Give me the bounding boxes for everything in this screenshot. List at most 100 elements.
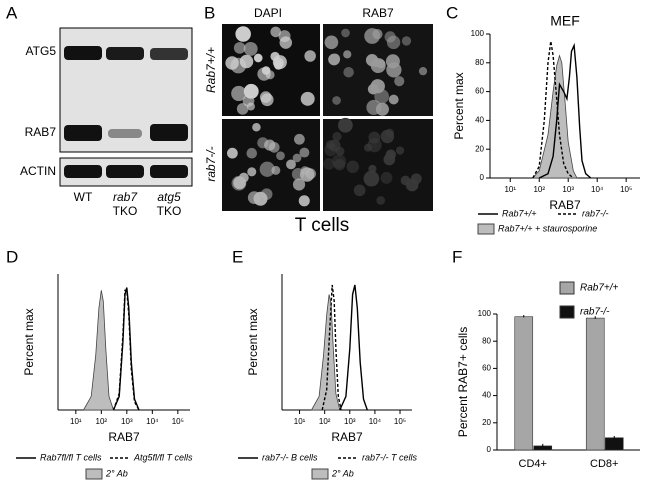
legend-label: rab7-/- T cells xyxy=(362,452,418,462)
cell xyxy=(410,173,422,185)
cell xyxy=(332,154,347,169)
bar xyxy=(604,437,624,451)
y-tick-label: 20 xyxy=(475,144,484,153)
caption: T cells xyxy=(295,215,350,236)
x-tick-label: 10² xyxy=(96,417,108,426)
histogram-area xyxy=(310,294,341,411)
cell xyxy=(270,26,281,38)
lane-label: TKO xyxy=(113,204,138,218)
cell xyxy=(346,160,360,174)
cell xyxy=(304,50,316,62)
y-tick-label: 80 xyxy=(482,336,491,345)
cell xyxy=(353,184,366,197)
x-tick-label: CD8+ xyxy=(590,458,618,470)
panel-letter: E xyxy=(232,247,243,266)
cell xyxy=(233,42,246,54)
cell xyxy=(343,50,352,59)
cell xyxy=(383,153,396,166)
cell xyxy=(274,60,283,70)
x-tick-label: 10³ xyxy=(121,417,133,426)
cell xyxy=(305,168,317,180)
cell xyxy=(328,53,340,66)
bar xyxy=(514,316,534,451)
cell xyxy=(231,85,247,102)
cell xyxy=(388,94,399,105)
band xyxy=(150,165,188,178)
cell xyxy=(246,147,258,159)
band xyxy=(150,48,188,60)
band xyxy=(64,125,102,141)
cell xyxy=(259,161,275,177)
cell xyxy=(257,67,271,81)
x-tick-label: 10⁴ xyxy=(369,417,382,426)
x-tick-label: 10² xyxy=(319,417,331,426)
cell xyxy=(292,153,302,163)
cell xyxy=(332,96,341,105)
x-axis-label: RAB7 xyxy=(331,430,363,444)
cell xyxy=(243,83,259,99)
legend-label: rab7-/- B cells xyxy=(262,452,318,462)
cell xyxy=(375,102,389,116)
y-tick-label: 80 xyxy=(475,58,484,67)
band-label: ACTIN xyxy=(20,164,56,178)
histogram-line xyxy=(112,287,140,411)
histogram-line xyxy=(321,284,342,411)
cell xyxy=(257,137,269,149)
histogram-line xyxy=(112,289,140,411)
band-label: RAB7 xyxy=(25,125,57,139)
panel-letter: D xyxy=(6,247,18,266)
cell xyxy=(298,195,310,207)
cell xyxy=(291,167,305,181)
x-axis-label: RAB7 xyxy=(549,198,581,212)
cell xyxy=(380,171,393,184)
legend-label: Rab7fl/fl T cells xyxy=(40,452,102,462)
column-label: RAB7 xyxy=(362,6,394,20)
cell xyxy=(370,57,386,74)
row-label: rab7-/- xyxy=(204,146,218,181)
cell xyxy=(385,54,400,69)
band xyxy=(106,47,144,60)
cell xyxy=(299,147,310,158)
lane-label: rab7 xyxy=(113,190,138,204)
histogram-line xyxy=(339,284,368,411)
cell xyxy=(370,79,385,94)
x-tick-label: 10¹ xyxy=(294,417,306,426)
y-axis-label: Percent max xyxy=(246,308,260,375)
cell xyxy=(247,167,257,177)
cell xyxy=(235,26,251,42)
cell xyxy=(368,164,377,174)
cell xyxy=(332,131,342,142)
y-tick-label: 0 xyxy=(487,445,492,454)
y-tick-label: 60 xyxy=(475,87,484,96)
row-label: Rab7+/+ xyxy=(204,47,218,93)
panel-letter: B xyxy=(204,3,215,22)
legend-label: 2° Ab xyxy=(105,468,128,478)
legend-swatch xyxy=(477,223,495,235)
legend-label: Atg5fl/fl T cells xyxy=(133,452,193,462)
panel-letter: F xyxy=(452,247,462,266)
x-tick-label: 10⁴ xyxy=(146,417,159,426)
cell xyxy=(239,54,254,69)
y-tick-label: 40 xyxy=(475,116,484,125)
cell xyxy=(376,196,386,205)
x-tick-label: 10¹ xyxy=(504,185,516,194)
panel-letter: C xyxy=(446,3,458,22)
lane-label: TKO xyxy=(157,204,182,218)
cell xyxy=(400,175,411,186)
cell xyxy=(363,170,380,187)
cell xyxy=(401,36,412,46)
cell xyxy=(292,178,306,191)
cell xyxy=(338,117,353,133)
histogram-area xyxy=(82,290,115,411)
band-label: ATG5 xyxy=(26,44,57,58)
cell xyxy=(300,91,315,106)
cell xyxy=(276,151,285,161)
histogram-line xyxy=(532,41,574,179)
cell xyxy=(394,76,405,87)
bar xyxy=(585,317,605,451)
cell xyxy=(418,67,428,76)
band xyxy=(150,124,188,141)
x-tick-label: 10⁴ xyxy=(591,185,604,194)
cell xyxy=(268,141,280,153)
